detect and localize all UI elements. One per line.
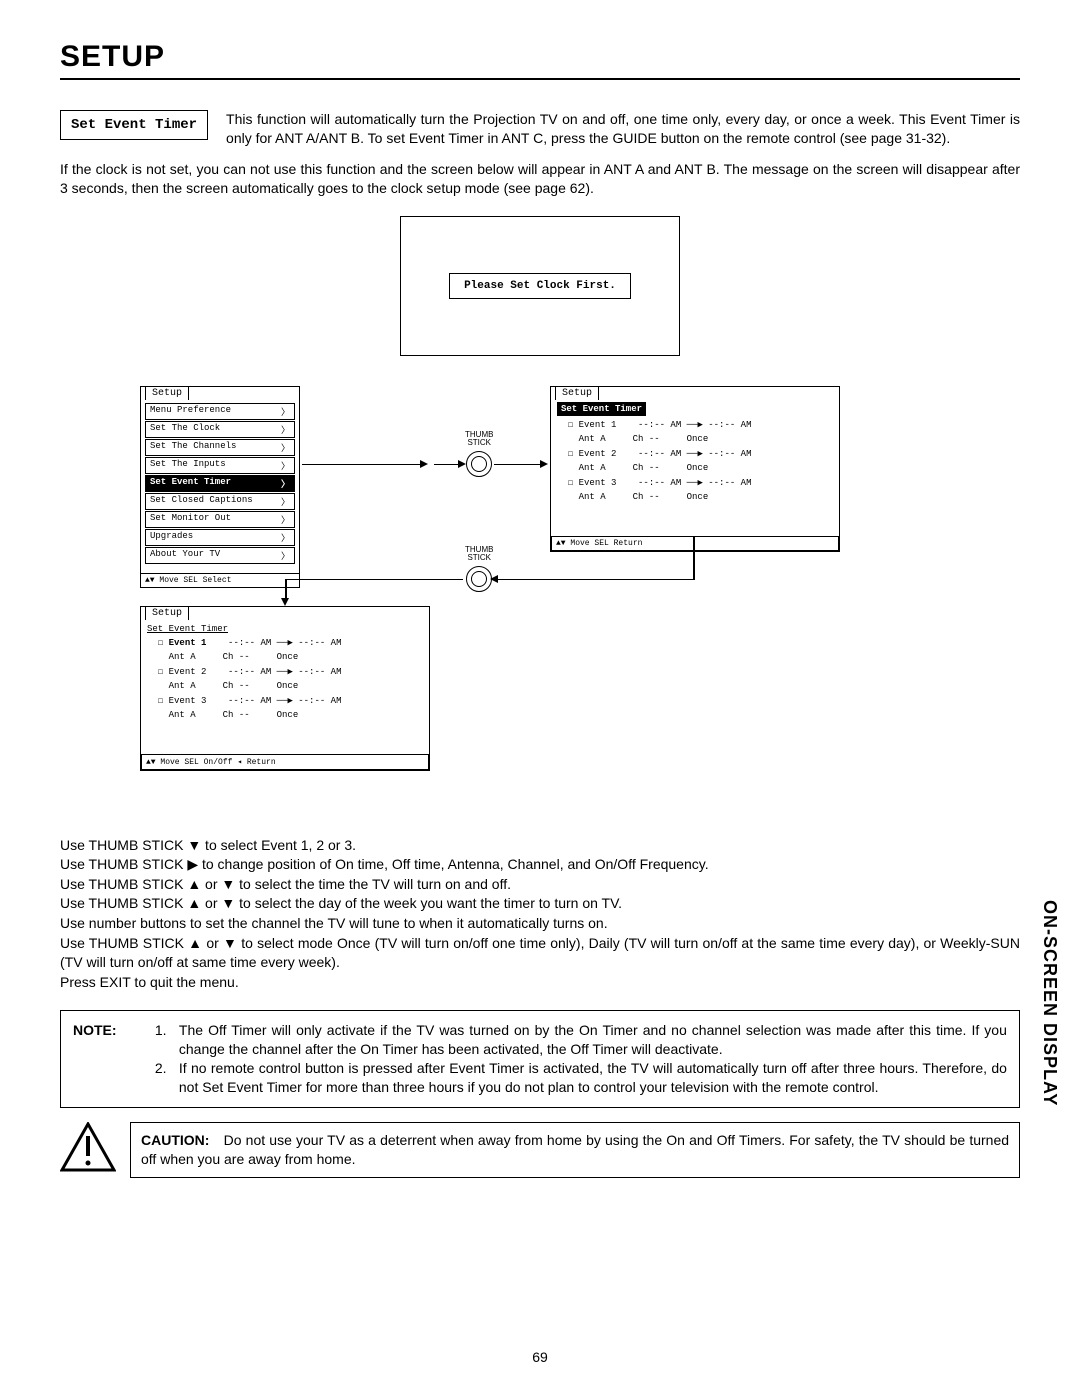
event-row: ☐ Event 1 --:-- AM ──▶ --:-- AM	[557, 418, 833, 432]
side-tab-label: ON-SCREEN DISPLAY	[1039, 900, 1060, 1106]
note-item-2: If no remote control button is pressed a…	[179, 1059, 1007, 1097]
note-box: NOTE: 1.The Off Timer will only activate…	[60, 1010, 1020, 1108]
event-row: ☐ Event 1 --:-- AM ──▶ --:-- AM	[147, 636, 423, 650]
menu-item: Set The Channels〉	[145, 439, 295, 456]
instructions-block: Use THUMB STICK ▼ to select Event 1, 2 o…	[60, 836, 1020, 993]
instruction-line: Press EXIT to quit the menu.	[60, 973, 1020, 993]
paragraph-clock-note: If the clock is not set, you can not use…	[60, 160, 1020, 198]
page-title: SETUP	[60, 40, 1020, 74]
setup-footer: ▲▼ Move SEL Select	[141, 573, 299, 587]
clock-warning-screen: Please Set Clock First.	[400, 216, 680, 356]
event-timer-panel-2: Setup Set Event Timer ☐ Event 1 --:-- AM…	[140, 606, 430, 772]
menu-item: About Your TV〉	[145, 547, 295, 564]
event-row: ☐ Event 2 --:-- AM ──▶ --:-- AM	[557, 447, 833, 461]
menu-item: Upgrades〉	[145, 529, 295, 546]
instruction-line: Use THUMB STICK ▲ or ▼ to select the tim…	[60, 875, 1020, 895]
navigation-diagram: Setup Menu Preference〉Set The Clock〉Set …	[140, 386, 1020, 806]
event-row: ☐ Event 3 --:-- AM ──▶ --:-- AM	[557, 476, 833, 490]
menu-item: Set The Clock〉	[145, 421, 295, 438]
event-footer-2: ▲▼ Move SEL On/Off ◂ Return	[141, 754, 429, 770]
setup-menu-panel: Setup Menu Preference〉Set The Clock〉Set …	[140, 386, 300, 588]
event-footer-1: ▲▼ Move SEL Return	[551, 536, 839, 551]
warning-icon	[60, 1122, 116, 1172]
event-row: Ant A Ch -- Once	[557, 461, 833, 475]
event-row: Ant A Ch -- Once	[557, 432, 833, 446]
thumb-stick-icon	[466, 566, 492, 592]
setup-tab: Setup	[145, 386, 189, 400]
event-row: Ant A Ch -- Once	[557, 490, 833, 504]
event-tab-1: Setup	[555, 386, 599, 400]
caution-box: CAUTION: Do not use your TV as a deterre…	[130, 1122, 1020, 1178]
event-row: ☐ Event 2 --:-- AM ──▶ --:-- AM	[147, 665, 423, 679]
menu-item: Set Monitor Out〉	[145, 511, 295, 528]
event-row: Ant A Ch -- Once	[147, 679, 423, 693]
instruction-line: Use THUMB STICK ▲ or ▼ to select the day…	[60, 894, 1020, 914]
thumb-stick-label-2: THUMB STICK	[465, 546, 493, 562]
thumb-stick-icon	[466, 451, 492, 477]
event-header-1: Set Event Timer	[557, 402, 646, 416]
event-row: Ant A Ch -- Once	[147, 708, 423, 722]
page-number: 69	[0, 1349, 1080, 1365]
section-label-box: Set Event Timer	[60, 110, 208, 140]
event-header-2: Set Event Timer	[147, 624, 228, 634]
instruction-line: Use THUMB STICK ▲ or ▼ to select mode On…	[60, 934, 1020, 973]
caution-lead: CAUTION:	[141, 1132, 209, 1148]
event-timer-panel-1: Setup Set Event Timer ☐ Event 1 --:-- AM…	[550, 386, 840, 553]
menu-item: Set Event Timer〉	[145, 475, 295, 492]
clock-warning-text: Please Set Clock First.	[449, 273, 631, 299]
instruction-line: Use THUMB STICK ▼ to select Event 1, 2 o…	[60, 836, 1020, 856]
event-row: Ant A Ch -- Once	[147, 650, 423, 664]
note-item-1: The Off Timer will only activate if the …	[179, 1021, 1007, 1059]
intro-paragraph: This function will automatically turn th…	[226, 110, 1020, 148]
event-row: ☐ Event 3 --:-- AM ──▶ --:-- AM	[147, 694, 423, 708]
instruction-line: Use number buttons to set the channel th…	[60, 914, 1020, 934]
event-tab-2: Setup	[145, 606, 189, 620]
menu-item: Set The Inputs〉	[145, 457, 295, 474]
thumb-stick-label-1: THUMB STICK	[465, 431, 493, 447]
caution-text: Do not use your TV as a deterrent when a…	[141, 1132, 1009, 1167]
menu-item: Set Closed Captions〉	[145, 493, 295, 510]
instruction-line: Use THUMB STICK ▶ to change position of …	[60, 855, 1020, 875]
menu-item: Menu Preference〉	[145, 403, 295, 420]
note-lead: NOTE:	[73, 1021, 151, 1040]
